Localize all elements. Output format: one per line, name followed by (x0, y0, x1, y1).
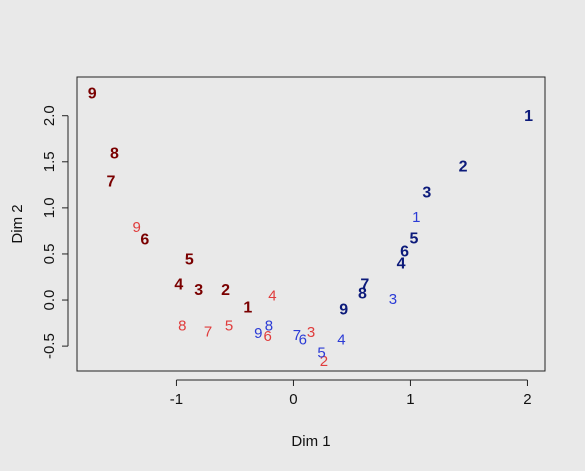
axes: -1 0 1 2-0.50.00.51.01.52.0 (41, 76, 546, 408)
point-label: 3 (307, 324, 315, 341)
point-label: 9 (339, 301, 348, 318)
point-label: 9 (132, 219, 140, 236)
y-tick-label: 2.0 (41, 105, 58, 126)
y-tick-label: 0.0 (41, 290, 58, 311)
y-tick-label: 1.0 (41, 197, 58, 218)
point-label: 8 (110, 146, 119, 163)
point-label: 1 (412, 209, 420, 226)
point-label: 6 (299, 332, 307, 349)
x-tick-label: 1 (406, 391, 414, 408)
x-tick-label: -1 (170, 391, 183, 408)
point-label: 7 (293, 327, 301, 344)
point-label: 6 (140, 231, 149, 248)
y-tick-label: 1.5 (41, 151, 58, 172)
point-label: 7 (106, 173, 115, 190)
point-label: 7 (204, 323, 212, 340)
plot-frame (76, 76, 546, 372)
point-label: 8 (358, 286, 367, 303)
point-label: 4 (268, 287, 276, 304)
point-label: 5 (185, 252, 194, 269)
point-label: 1 (243, 300, 252, 317)
point-label: 8 (265, 318, 273, 335)
y-tick-label: -0.5 (41, 333, 58, 359)
point-label: 9 (88, 86, 97, 103)
x-tick-label: 0 (289, 391, 297, 408)
point-label: 4 (337, 332, 345, 349)
point-label: 5 (317, 344, 325, 361)
point-label: 3 (422, 184, 431, 201)
point-label: 9 (254, 325, 262, 342)
point-label: 2 (459, 159, 468, 176)
point-label: 6 (264, 328, 272, 345)
point-label: 7 (360, 277, 369, 294)
point-label: 6 (400, 243, 409, 260)
x-axis-title: Dim 1 (291, 433, 330, 450)
point-label: 3 (389, 291, 397, 308)
point-label: 4 (174, 277, 183, 294)
x-tick-label: 2 (523, 391, 531, 408)
y-tick-label: 0.5 (41, 244, 58, 265)
point-label: 2 (221, 282, 230, 299)
point-label: 4 (397, 255, 406, 272)
point-label: 1 (524, 108, 533, 125)
y-axis-title: Dim 2 (9, 204, 26, 243)
point-label: 3 (194, 282, 203, 299)
point-label: 5 (225, 318, 233, 335)
point-label: 5 (410, 230, 419, 247)
point-label: 8 (178, 318, 186, 335)
point-label: 2 (320, 353, 328, 370)
